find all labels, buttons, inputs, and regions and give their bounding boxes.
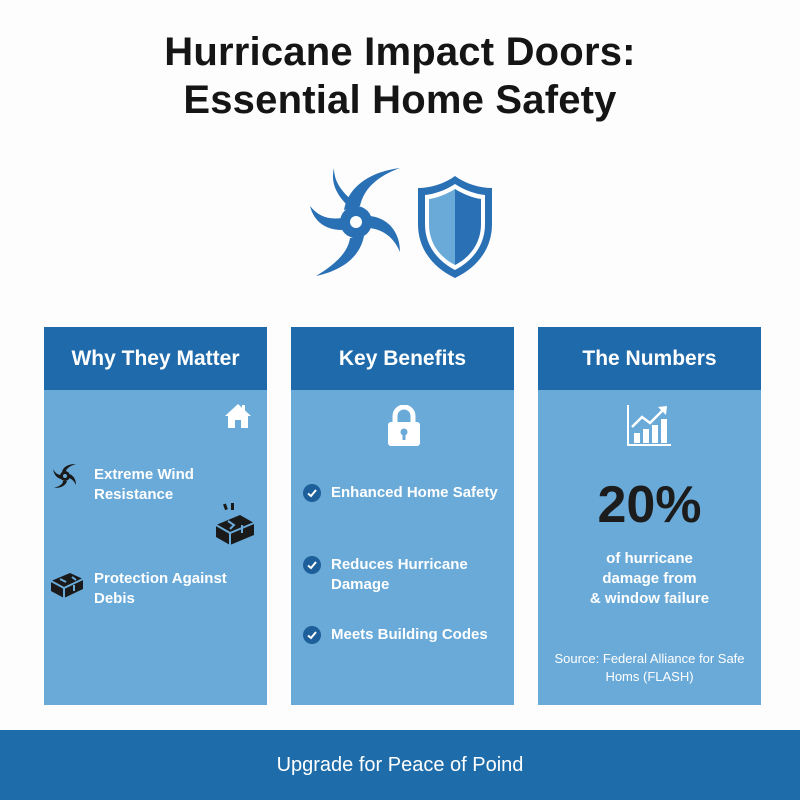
benefit-building-codes: Meets Building Codes bbox=[331, 626, 488, 643]
source-citation: Source: Federal Alliance for Safe Homs (… bbox=[554, 651, 745, 684]
feature-debris-protection: Protection Against Debis bbox=[94, 570, 227, 607]
card-header: Why They Matter bbox=[44, 327, 267, 390]
stat-value: 20% bbox=[597, 476, 702, 534]
page-title: Hurricane Impact Doors: Essential Home S… bbox=[0, 28, 800, 124]
broken-brick-icon bbox=[215, 503, 255, 545]
hero-graphic bbox=[308, 160, 498, 285]
shield-icon bbox=[418, 176, 492, 278]
title-line-1: Hurricane Impact Doors: bbox=[164, 30, 636, 74]
card-header: The Numbers bbox=[538, 327, 761, 390]
benefit-enhanced-safety: Enhanced Home Safety bbox=[331, 484, 498, 501]
benefit-reduces-damage: Reduces Hurricane Damage bbox=[331, 556, 468, 593]
bar-chart-trend-icon bbox=[627, 405, 671, 446]
check-icon bbox=[303, 626, 321, 644]
card-the-numbers: The Numbers 20% of hurricane damage from… bbox=[538, 327, 761, 705]
feature-extreme-wind: Extreme Wind Resistance bbox=[94, 466, 194, 503]
banner-text: Upgrade for Peace of Poind bbox=[276, 753, 524, 776]
check-icon bbox=[303, 556, 321, 574]
check-icon bbox=[303, 484, 321, 502]
house-icon bbox=[225, 404, 251, 428]
hurricane-icon bbox=[53, 464, 76, 488]
card-key-benefits: Key Benefits Enhanced Home Safety Reduce… bbox=[291, 327, 514, 705]
brick-icon bbox=[50, 573, 84, 598]
padlock-icon bbox=[388, 405, 420, 446]
cta-banner: Upgrade for Peace of Poind bbox=[0, 730, 800, 800]
card-why-they-matter: Why They Matter Extreme Wind Resistance bbox=[44, 327, 267, 705]
hurricane-icon bbox=[310, 168, 400, 276]
title-line-2: Essential Home Safety bbox=[183, 78, 617, 122]
card-header: Key Benefits bbox=[291, 327, 514, 390]
stat-description: of hurricane damage from & window failur… bbox=[589, 550, 710, 607]
